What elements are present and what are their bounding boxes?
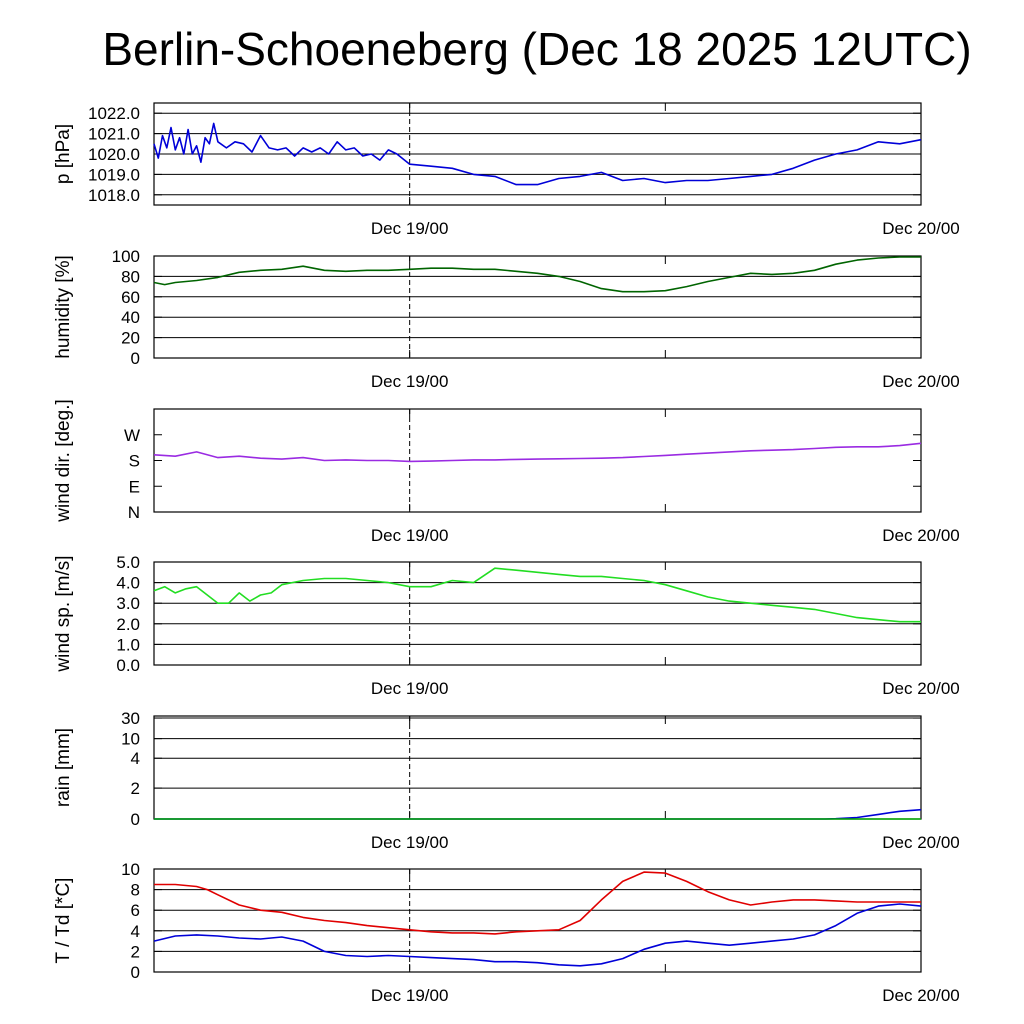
ytick-label-5-3: 6 (131, 901, 140, 920)
ytick-label-3-4: 4.0 (116, 574, 140, 593)
ytick-label-4-4: 30 (121, 709, 140, 728)
ylabel-3: wind sp. [m/s] (53, 555, 74, 672)
ytick-label-4-1: 2 (131, 779, 140, 798)
panel-frame-2 (153, 408, 922, 513)
xtick-label-1-0: Dec 19/00 (371, 372, 449, 391)
xtick-label-0-0: Dec 19/00 (371, 219, 449, 238)
ytick-label-4-2: 4 (131, 749, 140, 768)
ytick-label-3-1: 1.0 (116, 635, 140, 654)
ytick-label-5-0: 0 (131, 963, 140, 982)
xtick-label-5-0: Dec 19/00 (371, 986, 449, 1005)
ytick-label-4-0: 0 (131, 810, 140, 829)
ylabel-1: humidity [%] (53, 255, 74, 358)
ytick-label-3-0: 0.0 (116, 656, 140, 675)
series-line-1-0 (153, 256, 921, 293)
ylabel-2: wind dir. [deg.] (53, 399, 74, 523)
ylabel-5: T / Td [*C] (53, 878, 74, 964)
ytick-label-5-4: 8 (131, 881, 140, 900)
ytick-label-1-5: 100 (112, 247, 140, 266)
panel-frame-4 (153, 715, 922, 820)
ytick-label-1-0: 0 (131, 349, 140, 368)
ytick-label-1-3: 60 (121, 288, 140, 307)
ytick-label-0-0: 1018.0 (88, 186, 140, 205)
series-line-4-0 (154, 808, 922, 820)
xtick-label-2-0: Dec 19/00 (371, 526, 449, 545)
series-line-5-1 (153, 903, 922, 967)
ytick-label-3-3: 3.0 (116, 594, 140, 613)
ylabel-0: p [hPa] (53, 124, 74, 184)
series-line-3-0 (153, 567, 921, 623)
xtick-label-4-1: Dec 20/00 (882, 833, 960, 852)
ytick-label-1-2: 40 (121, 308, 140, 327)
ytick-label-0-3: 1021.0 (88, 125, 140, 144)
ytick-label-3-5: 5.0 (116, 553, 140, 572)
ytick-label-2-0: N (128, 503, 140, 522)
xtick-label-4-0: Dec 19/00 (371, 833, 449, 852)
ytick-label-5-5: 10 (121, 860, 140, 879)
ytick-label-5-2: 4 (131, 922, 140, 941)
xtick-label-3-1: Dec 20/00 (882, 679, 960, 698)
xtick-label-2-1: Dec 20/00 (882, 526, 960, 545)
ytick-label-2-3: W (124, 426, 140, 445)
panel-frame-1 (153, 255, 922, 359)
ytick-label-5-1: 2 (131, 942, 140, 961)
series-line-5-0 (154, 871, 921, 935)
ytick-label-0-2: 1020.0 (88, 145, 140, 164)
ytick-label-0-4: 1022.0 (88, 104, 140, 123)
panel-frame-5 (153, 868, 922, 973)
ytick-label-2-1: E (129, 477, 140, 496)
xtick-label-3-0: Dec 19/00 (371, 679, 449, 698)
xtick-label-5-1: Dec 20/00 (882, 986, 960, 1005)
series-line-2-0 (153, 442, 922, 463)
series-line-0-0 (153, 122, 922, 186)
ytick-label-1-4: 80 (121, 267, 140, 286)
ytick-label-0-1: 1019.0 (88, 165, 140, 184)
ytick-label-4-3: 10 (121, 730, 140, 749)
xtick-label-0-1: Dec 20/00 (882, 219, 960, 238)
ylabel-4: rain [mm] (53, 728, 74, 807)
xtick-label-1-1: Dec 20/00 (882, 372, 960, 391)
ytick-label-3-2: 2.0 (116, 615, 140, 634)
panel-frame-3 (153, 561, 922, 666)
ytick-label-1-1: 20 (121, 329, 140, 348)
figure-title: Berlin-Schoeneberg (Dec 18 2025 12UTC) (102, 23, 972, 75)
ytick-label-2-2: S (129, 452, 140, 471)
